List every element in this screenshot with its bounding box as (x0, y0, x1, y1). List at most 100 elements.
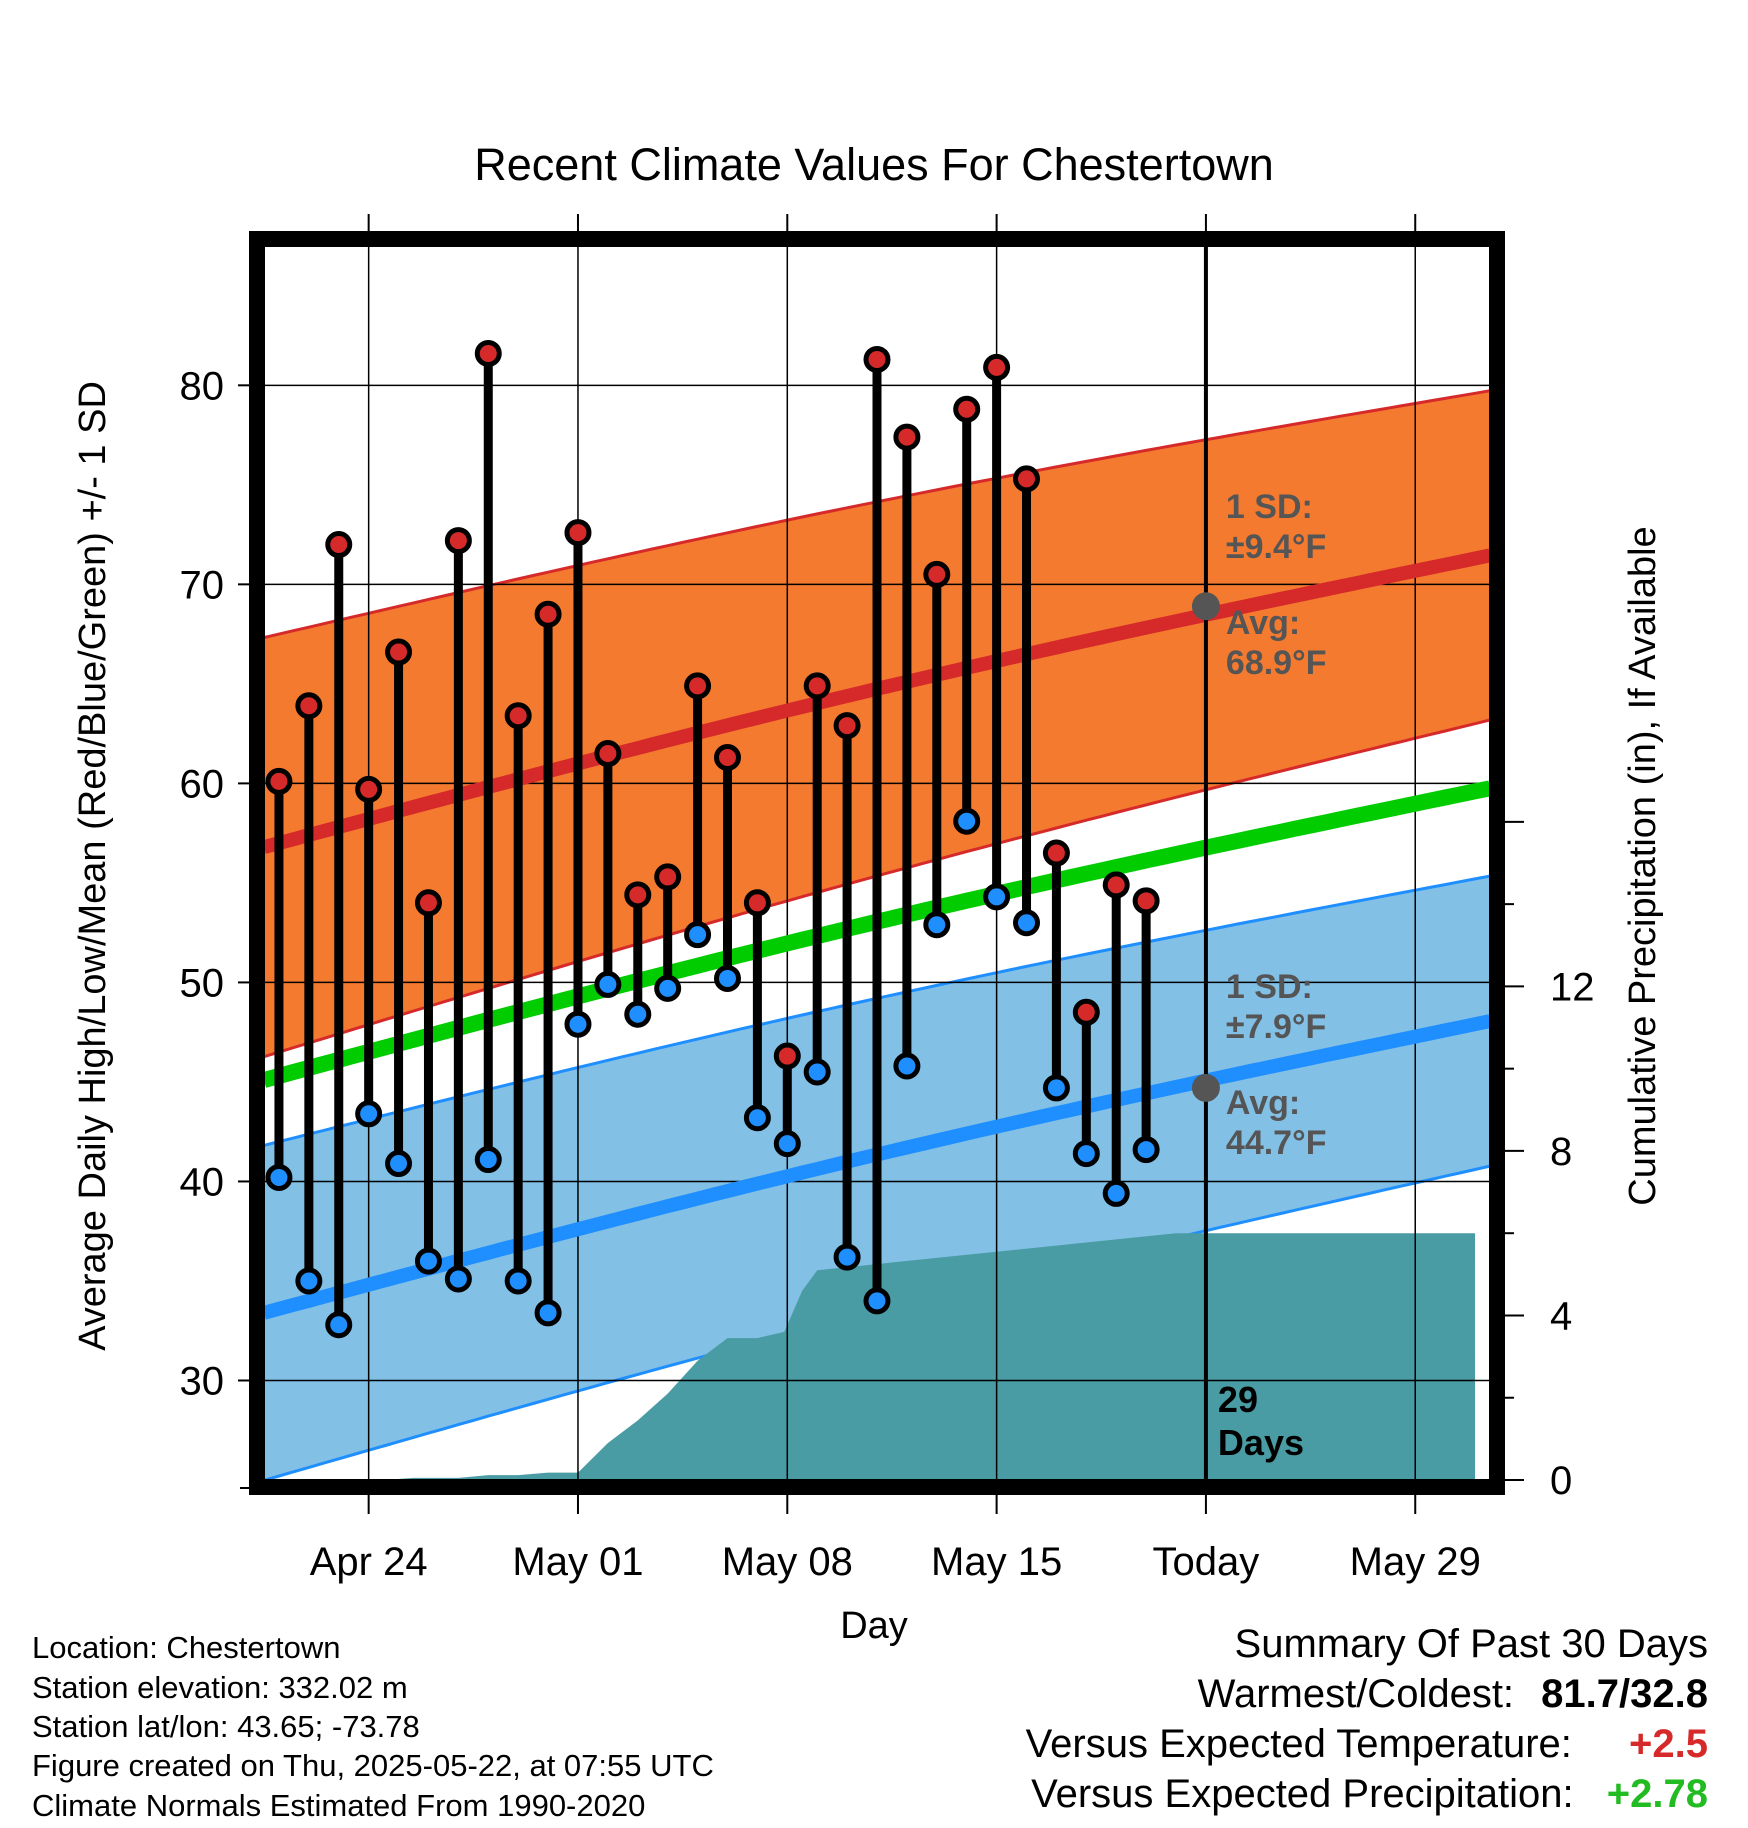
plot-frame (249, 231, 1505, 1495)
daily-high-point (773, 1042, 801, 1070)
daily-high-point (923, 560, 951, 588)
plot-inner (264, 246, 1490, 1480)
daily-high-point (564, 519, 592, 547)
daily-low-point (983, 883, 1011, 911)
daily-low-point (325, 1311, 353, 1339)
daily-high-point (863, 345, 891, 373)
y-tick-label: 80 (180, 364, 225, 408)
daily-high-point (893, 423, 921, 451)
daily-high-point (385, 638, 413, 666)
y2-tick-label: 4 (1550, 1294, 1572, 1338)
footer-location: Location: Chestertown (32, 1630, 341, 1665)
daily-high-point (1042, 839, 1070, 867)
summary-warm-cold: Warmest/Coldest: 81.7/32.8 (1198, 1672, 1708, 1717)
daily-high-point (444, 527, 472, 555)
daily-low-point (654, 974, 682, 1002)
summary-temp: Versus Expected Temperature: +2.5 (1026, 1722, 1708, 1767)
daily-high-point (265, 767, 293, 795)
daily-low-point (833, 1243, 861, 1271)
x-tick-label: May 29 (1350, 1540, 1481, 1584)
daily-high-point (654, 863, 682, 891)
daily-low-point (1132, 1136, 1160, 1164)
footer-created: Figure created on Thu, 2025-05-22, at 07… (32, 1748, 714, 1783)
daily-low-point (594, 970, 622, 998)
daily-high-point (534, 600, 562, 628)
low-avg-label: Avg: (1226, 1084, 1300, 1122)
x-axis-label: Day (840, 1605, 908, 1647)
daily-low-point (863, 1287, 891, 1315)
daily-low-point (684, 921, 712, 949)
daily-high-point (983, 353, 1011, 381)
precip-label: Versus Expected Precipitation: (1031, 1772, 1574, 1816)
summary-precip: Versus Expected Precipitation: +2.78 (1031, 1772, 1708, 1817)
x-tick-label: May 08 (722, 1540, 853, 1584)
daily-low-point (265, 1163, 293, 1191)
today-count: 29 (1218, 1379, 1258, 1420)
daily-low-point (295, 1267, 323, 1295)
y2-axis-label: Cumulative Precipitation (in), If Availa… (1622, 526, 1664, 1205)
warm-cold-label: Warmest/Coldest: (1197, 1672, 1515, 1716)
daily-low-point (953, 807, 981, 835)
daily-low-point (743, 1104, 771, 1132)
daily-low-point (355, 1100, 383, 1128)
daily-high-point (504, 702, 532, 730)
footer-latlon: Station lat/lon: 43.65; -73.78 (32, 1709, 420, 1744)
today-count-unit: Days (1218, 1422, 1304, 1463)
daily-low-point (564, 1010, 592, 1038)
daily-high-point (684, 672, 712, 700)
chart-title: Recent Climate Values For Chestertown (474, 139, 1274, 190)
daily-low-point (1042, 1074, 1070, 1102)
daily-high-point (624, 881, 652, 909)
daily-high-point (325, 531, 353, 559)
daily-high-point (713, 744, 741, 772)
footer-elevation: Station elevation: 332.02 m (32, 1670, 408, 1705)
daily-high-point (833, 712, 861, 740)
daily-low-point (773, 1130, 801, 1158)
daily-low-point (385, 1150, 413, 1178)
daily-high-point (1072, 998, 1100, 1026)
daily-low-point (474, 1146, 502, 1174)
y2-tick-label: 8 (1550, 1130, 1572, 1174)
daily-high-point (355, 775, 383, 803)
warm-cold-value: 81.7/32.8 (1541, 1672, 1708, 1716)
y-tick-label: 60 (180, 762, 225, 806)
daily-low-point (534, 1299, 562, 1327)
daily-high-point (1132, 887, 1160, 915)
x-tick-label: May 01 (512, 1540, 643, 1584)
daily-high-point (414, 889, 442, 917)
high-avg-marker (1191, 592, 1220, 621)
daily-low-point (444, 1265, 472, 1293)
daily-low-point (1013, 909, 1041, 937)
daily-high-point (743, 889, 771, 917)
daily-low-point (504, 1267, 532, 1295)
high-avg-label: Avg: (1226, 604, 1300, 642)
daily-high-point (1102, 871, 1130, 899)
temp-value: +2.5 (1629, 1722, 1708, 1766)
daily-low-point (893, 1052, 921, 1080)
daily-low-point (1102, 1179, 1130, 1207)
precip-value: +2.78 (1606, 1772, 1708, 1816)
daily-high-point (474, 339, 502, 367)
low-sd-value: ±7.9°F (1226, 1008, 1326, 1046)
x-tick-label: Apr 24 (310, 1540, 428, 1584)
daily-low-point (624, 1000, 652, 1028)
low-avg-value: 44.7°F (1226, 1124, 1327, 1162)
low-avg-marker (1191, 1073, 1220, 1102)
low-sd-label: 1 SD: (1226, 968, 1313, 1006)
daily-low-point (1072, 1140, 1100, 1168)
precip-area (278, 1233, 1476, 1480)
daily-high-point (295, 692, 323, 720)
y2-tick-label: 12 (1550, 965, 1595, 1009)
y-axis-label: Average Daily High/Low/Mean (Red/Blue/Gr… (72, 381, 114, 1351)
y-tick-label: 70 (180, 563, 225, 607)
daily-high-point (803, 672, 831, 700)
x-tick-label: Today (1153, 1540, 1260, 1584)
x-tick-label: May 15 (931, 1540, 1062, 1584)
daily-low-point (414, 1247, 442, 1275)
daily-low-point (713, 964, 741, 992)
daily-high-point (594, 740, 622, 768)
high-avg-value: 68.9°F (1226, 644, 1327, 682)
y-tick-label: 50 (180, 961, 225, 1005)
y-tick-label: 40 (180, 1160, 225, 1204)
